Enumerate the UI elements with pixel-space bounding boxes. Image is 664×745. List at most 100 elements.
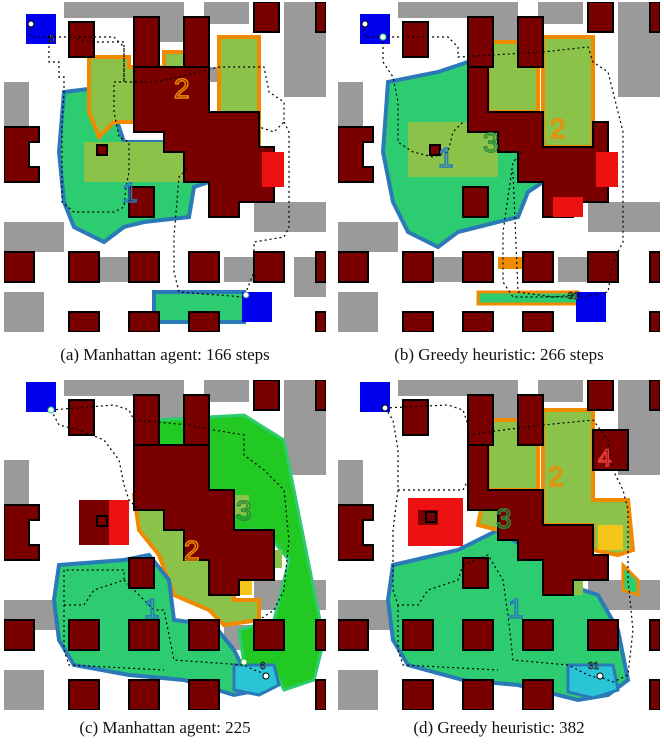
obstacle	[538, 2, 583, 24]
wall	[4, 251, 35, 283]
wall	[649, 2, 660, 33]
region-label: 3	[236, 495, 252, 526]
wall	[338, 251, 369, 283]
obstacle	[254, 202, 326, 232]
wall	[649, 679, 660, 710]
waypoint-marker	[379, 33, 387, 41]
wall	[462, 557, 489, 589]
panel-a-map: 5 1 2	[4, 2, 326, 332]
wall	[402, 679, 434, 710]
wall	[402, 399, 429, 436]
wall	[128, 311, 160, 332]
obstacle-group	[4, 2, 326, 332]
agent-path	[384, 404, 634, 683]
wall	[587, 380, 614, 411]
wall	[128, 619, 160, 651]
wall-left	[338, 504, 374, 561]
caption-b: (b) Greedy heuristic: 266 steps	[394, 345, 604, 364]
obstacle	[64, 2, 144, 18]
panel-d: 31 1 2 3 4	[338, 380, 660, 710]
wall	[522, 251, 554, 283]
obstacle	[338, 222, 398, 252]
obstacle	[588, 202, 660, 232]
agent-path	[398, 450, 469, 491]
wall	[522, 311, 554, 332]
wall	[592, 429, 629, 471]
wall	[649, 251, 660, 283]
wall	[587, 251, 619, 283]
panel-b-map: 31 1 2 3	[338, 2, 660, 332]
region-label: 1	[508, 593, 524, 624]
wall	[253, 2, 280, 33]
wall	[315, 2, 326, 33]
wall-group	[338, 380, 660, 710]
agent-marker: 5	[49, 34, 55, 45]
region-cyan	[566, 663, 620, 700]
wall	[68, 251, 100, 283]
region-label: 1	[122, 177, 138, 208]
obstacle	[338, 292, 378, 332]
agent-path	[50, 409, 140, 511]
wall	[462, 186, 489, 218]
obstacle	[204, 2, 249, 24]
end-marker	[242, 291, 250, 299]
wall	[253, 380, 280, 411]
wall	[315, 679, 326, 710]
region-label: 1	[144, 593, 160, 624]
region-label: 2	[184, 535, 200, 566]
obstacle	[224, 257, 254, 282]
region-label: 4	[598, 445, 611, 472]
obstacle	[433, 257, 463, 282]
wall	[402, 251, 434, 283]
wall	[4, 619, 35, 651]
obstacle	[538, 380, 583, 402]
region-sliver	[621, 561, 640, 598]
wall	[467, 394, 494, 446]
region-red	[553, 197, 583, 217]
start-marker	[361, 20, 369, 28]
agent-marker: 31	[568, 291, 580, 302]
wall	[402, 21, 429, 58]
agent-path	[364, 24, 624, 298]
panel-d-map: 31 1 2 3 4	[338, 380, 660, 710]
agent-path	[49, 36, 285, 133]
wall	[517, 16, 544, 68]
wall	[253, 619, 285, 651]
wall	[133, 16, 160, 68]
wall	[188, 679, 220, 710]
wall	[649, 311, 660, 332]
wall	[183, 16, 210, 68]
wall	[128, 557, 155, 589]
wall-left	[4, 504, 40, 561]
region-red	[262, 152, 284, 187]
wall	[188, 311, 220, 332]
region-label: 3	[496, 503, 512, 534]
wall	[68, 619, 100, 651]
wall-left	[338, 126, 374, 183]
wall	[68, 21, 95, 58]
wall	[587, 2, 614, 33]
panel-b: 31 1 2 3	[338, 2, 660, 332]
agent-marker: 6	[260, 661, 266, 672]
agent-path	[462, 554, 599, 679]
caption-d: (d) Greedy heuristic: 382	[413, 718, 585, 737]
wall	[402, 619, 434, 651]
wall	[315, 380, 326, 411]
obstacle-group	[338, 2, 660, 332]
end-marker	[262, 672, 270, 680]
wall	[649, 380, 660, 411]
wall	[128, 679, 160, 710]
region-label: 2	[548, 461, 564, 492]
obstacle	[204, 380, 249, 402]
region-label: 2	[174, 73, 190, 104]
obstacle	[398, 2, 478, 18]
region-label: 2	[550, 113, 566, 144]
region-cyan	[232, 663, 281, 697]
caption-c: (c) Manhattan agent: 225	[79, 718, 251, 737]
panel-c-map: 6 1 2 3	[4, 380, 326, 710]
agent-marker: 31	[588, 661, 600, 672]
wall	[462, 619, 494, 651]
start-marker	[47, 406, 55, 414]
agent-path	[384, 407, 464, 606]
goal-tile	[576, 292, 606, 322]
